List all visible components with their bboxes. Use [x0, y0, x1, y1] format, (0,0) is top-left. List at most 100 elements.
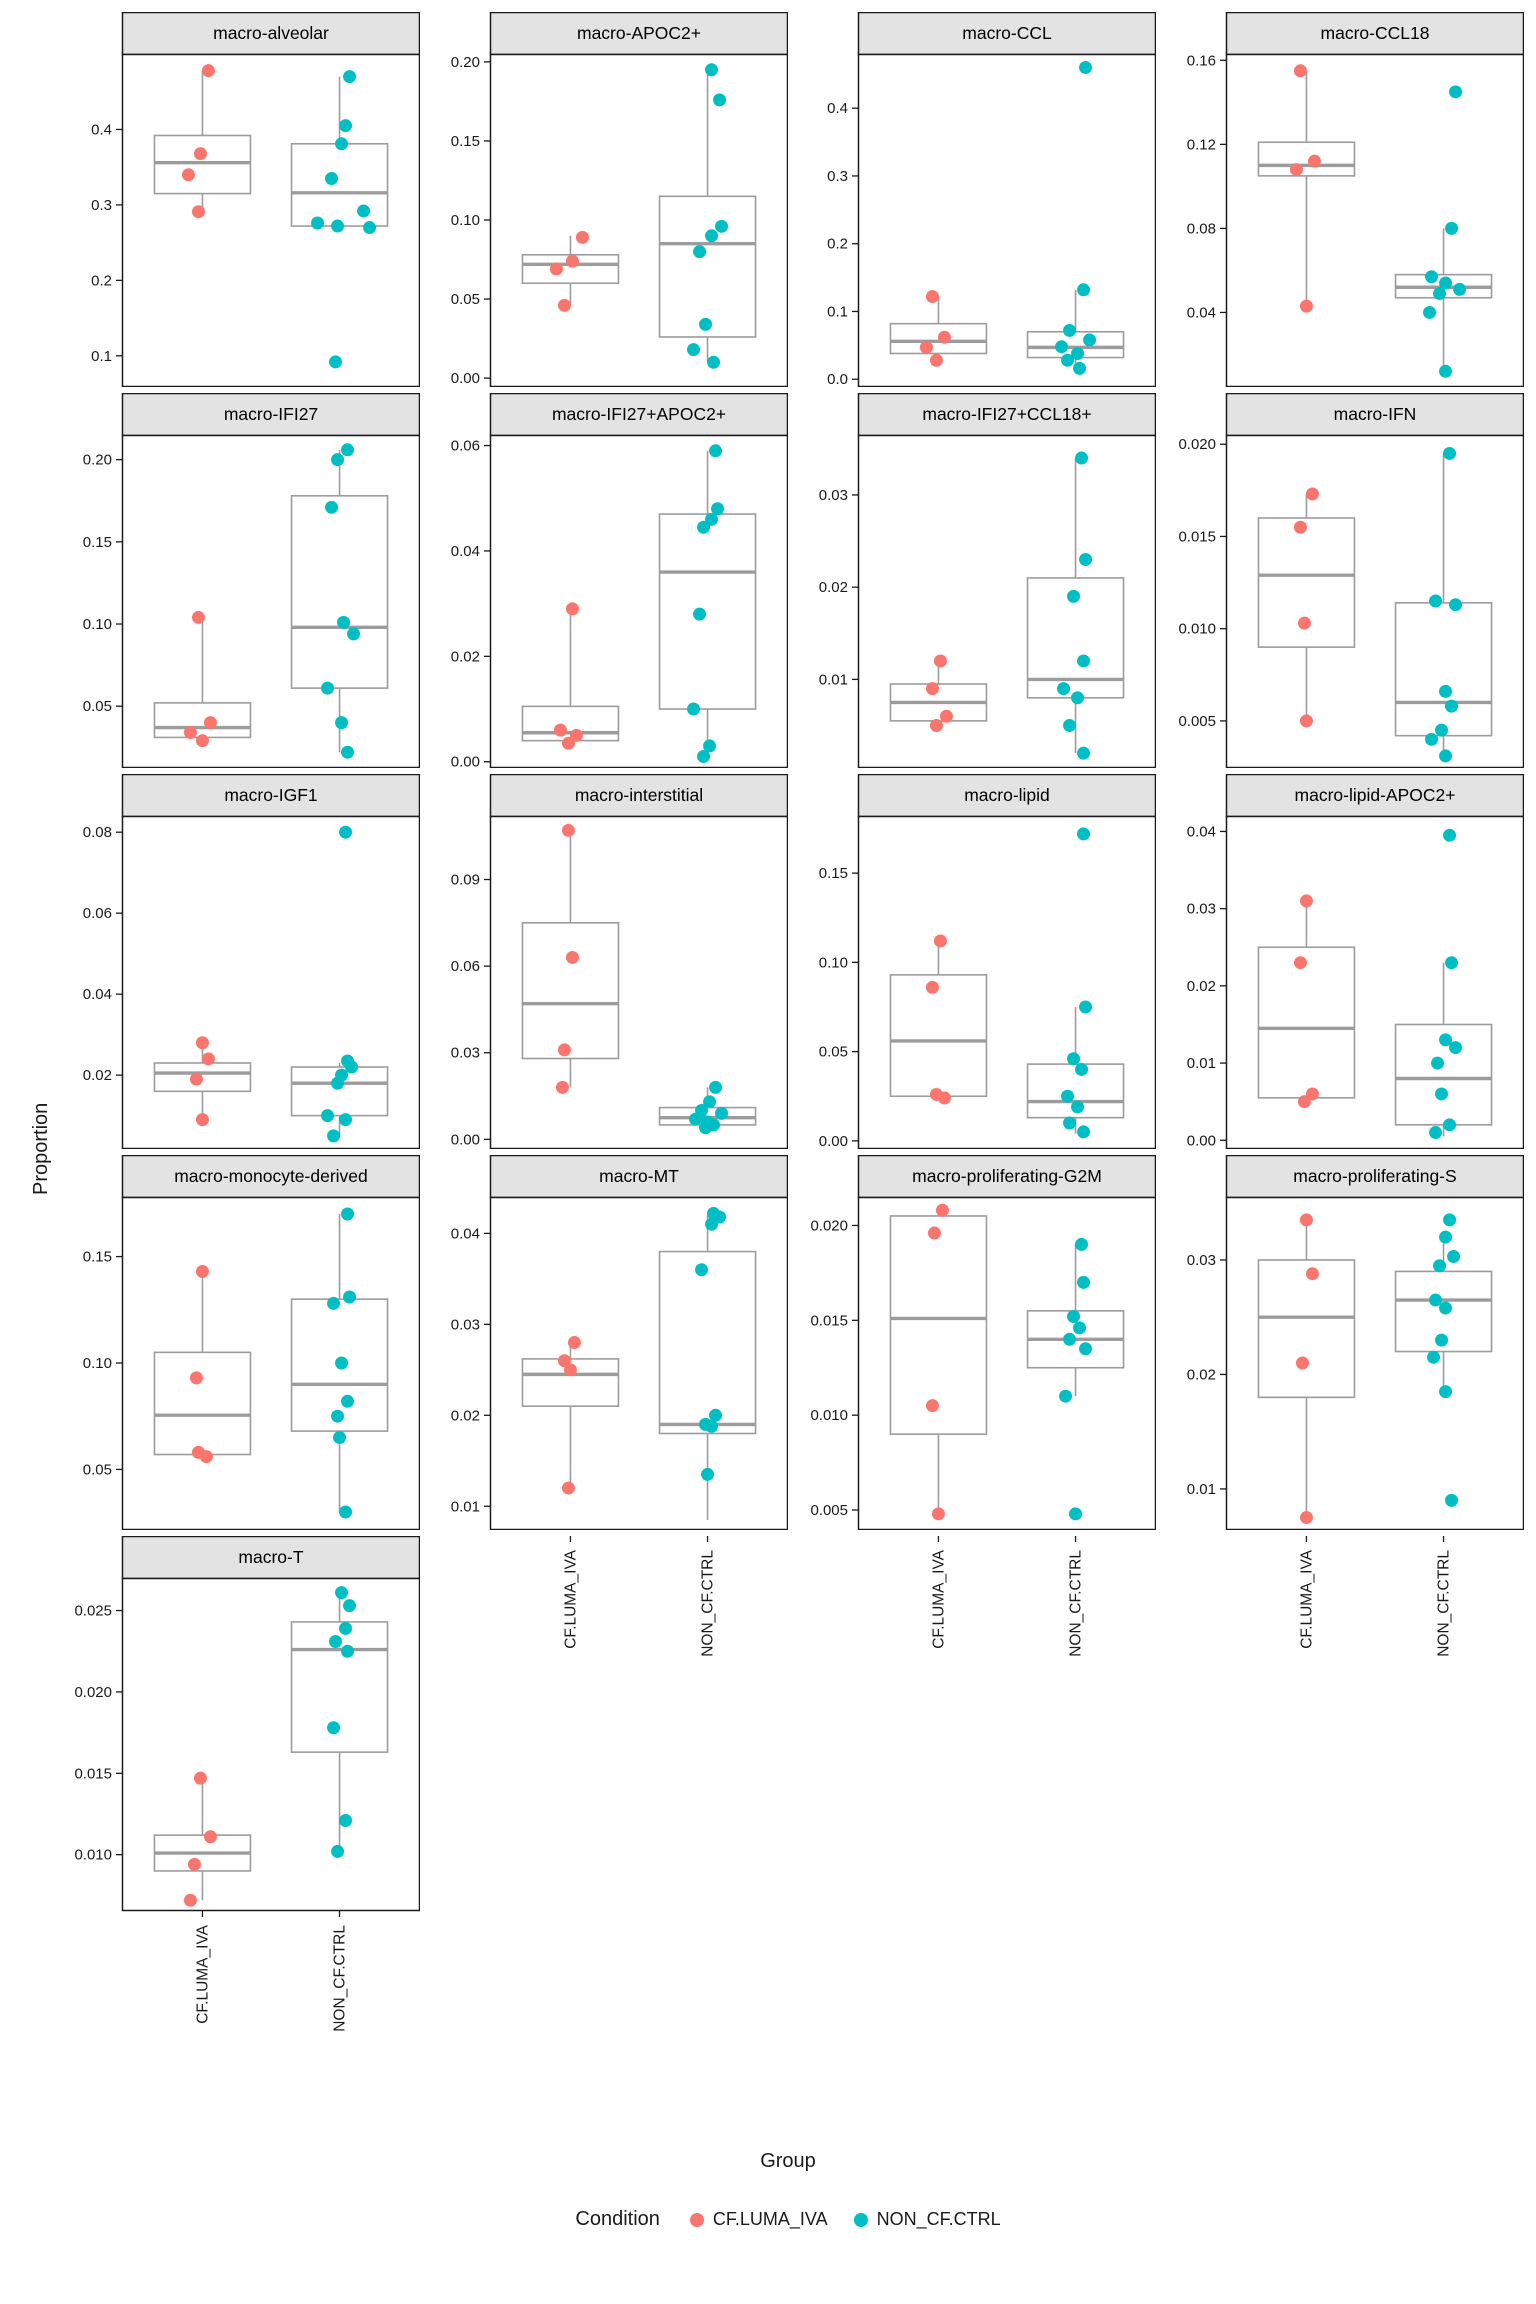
- facet-title: macro-proliferating-S: [1293, 1166, 1456, 1186]
- y-tick-label: 0.00: [451, 1131, 480, 1148]
- data-point: [925, 682, 939, 696]
- data-point: [1295, 1356, 1309, 1370]
- y-tick-label: 0.20: [83, 452, 112, 469]
- facet-macro-IFI27: macro-IFI27 0.05 0.10 0.15 0.20: [83, 392, 421, 769]
- y-tick-label: 0.3: [827, 168, 848, 185]
- facet-strip: [489, 1154, 789, 1199]
- data-point: [203, 1830, 217, 1844]
- facet-title: macro-proliferating-G2M: [912, 1166, 1102, 1186]
- y-axis-title: Proportion: [30, 1102, 52, 1195]
- y-tick-label: 0.15: [451, 133, 480, 150]
- data-point: [339, 1505, 353, 1519]
- data-point: [1073, 361, 1087, 375]
- y-tick-label: 0.02: [83, 1067, 112, 1084]
- data-point: [1439, 1301, 1453, 1315]
- data-point: [1439, 1385, 1453, 1399]
- data-point: [1077, 827, 1091, 841]
- data-point: [335, 1586, 349, 1600]
- y-tick-label: 0.03: [451, 1045, 480, 1062]
- data-point: [1425, 732, 1439, 746]
- legend-title: Condition: [575, 2208, 660, 2230]
- data-point: [697, 520, 711, 534]
- boxplot-box: [1257, 141, 1356, 177]
- y-tick-label: 0.025: [74, 1603, 112, 1620]
- facet-title: macro-CCL: [962, 23, 1052, 43]
- data-point: [201, 64, 215, 78]
- facet-cell: macro-IFI27+APOC2+ 0.00 0.02 0.04 0.06: [420, 392, 789, 771]
- y-tick-label: 0.05: [819, 1044, 848, 1061]
- data-point: [193, 1771, 207, 1785]
- y-tick-label: 0.010: [74, 1847, 112, 1864]
- facet-macro-CCL18: macro-CCL18 0.04 0.08 0.12 0.16: [1187, 11, 1525, 388]
- data-point: [925, 1399, 939, 1413]
- facet-strip: [857, 773, 1157, 818]
- facet-panel: [1225, 53, 1525, 388]
- data-point: [1305, 1267, 1319, 1281]
- data-point: [693, 245, 707, 259]
- data-point: [321, 1109, 335, 1123]
- data-point: [1297, 616, 1311, 630]
- facet-title: macro-IFI27: [224, 404, 318, 424]
- y-tick-label: 0.06: [451, 438, 480, 455]
- y-tick-label: 0.02: [1187, 978, 1216, 995]
- x-axis-labels-col-3: CF.LUMA_IVA NON_CF.CTRL: [930, 1536, 1085, 1657]
- y-tick-label: 0.01: [819, 671, 848, 688]
- data-point: [195, 734, 209, 748]
- facet-cell: macro-proliferating-G2M 0.005 0.010 0.015 0.…: [788, 1154, 1157, 1531]
- data-point: [1443, 1118, 1457, 1132]
- data-point: [191, 205, 205, 219]
- data-point: [347, 627, 361, 641]
- data-point: [343, 70, 357, 84]
- data-point: [339, 119, 353, 133]
- facet-macro-monocyte-derived: macro-monocyte-derived 0.05 0.10 0.15: [83, 1154, 421, 1531]
- facet-title: macro-IFI27+APOC2+: [552, 404, 726, 424]
- facet-cell: macro-alveolar 0.1 0.2 0.3 0.4: [52, 11, 421, 388]
- facet-strip: [489, 773, 789, 818]
- y-tick-label: 0.020: [74, 1684, 112, 1701]
- data-point: [931, 1507, 945, 1521]
- facet-cell: macro-lipid-APOC2+ 0.00 0.01 0.02 0.03 0.04: [1156, 773, 1525, 1149]
- y-tick-label: 0.15: [83, 534, 112, 551]
- data-point: [195, 1264, 209, 1278]
- data-point: [565, 950, 579, 964]
- data-point: [183, 1893, 197, 1907]
- facet-title: macro-lipid-APOC2+: [1295, 785, 1456, 805]
- data-point: [703, 739, 717, 753]
- facet-macro-CCL: macro-CCL 0.0 0.1 0.2 0.3 0.4: [827, 11, 1157, 388]
- data-point: [919, 340, 933, 354]
- data-point: [1431, 1056, 1445, 1070]
- data-point: [321, 681, 335, 695]
- y-tick-label: 0.00: [451, 370, 480, 387]
- y-tick-label: 0.03: [819, 487, 848, 504]
- data-point: [1429, 1126, 1443, 1140]
- y-tick-label: 0.3: [91, 197, 112, 214]
- data-point: [339, 825, 353, 839]
- y-tick-label: 0.05: [451, 291, 480, 308]
- data-point: [705, 63, 719, 77]
- legend-entry-cf-luma-iva: CF.LUMA_IVA: [689, 2209, 828, 2230]
- data-point: [343, 1599, 357, 1613]
- data-point: [1449, 1041, 1463, 1055]
- data-point: [1079, 1342, 1093, 1356]
- boxplot-box: [1026, 330, 1125, 359]
- facet-macro-alveolar: macro-alveolar 0.1 0.2 0.3 0.4: [91, 11, 421, 388]
- data-point: [699, 1121, 713, 1135]
- data-point: [199, 1450, 213, 1464]
- data-point: [189, 1072, 203, 1086]
- facet-strip: [1225, 1154, 1525, 1199]
- boxplot-box: [1394, 602, 1493, 737]
- y-tick-label: 0.1: [91, 348, 112, 365]
- y-tick-label: 0.1: [827, 303, 848, 320]
- data-point: [1305, 1087, 1319, 1101]
- data-point: [939, 709, 953, 723]
- data-point: [1443, 828, 1457, 842]
- data-point: [1439, 749, 1453, 763]
- y-tick-label: 0.04: [83, 986, 112, 1003]
- data-point: [709, 444, 723, 458]
- facet-cell: CF.LUMA_IVA NON_CF.CTRL: [1156, 1536, 1524, 2126]
- data-point: [925, 980, 939, 994]
- data-point: [203, 716, 217, 730]
- data-point: [1077, 654, 1091, 668]
- legend-dot-cf-luma-iva: [689, 2212, 704, 2227]
- facet-strip: [1225, 773, 1525, 818]
